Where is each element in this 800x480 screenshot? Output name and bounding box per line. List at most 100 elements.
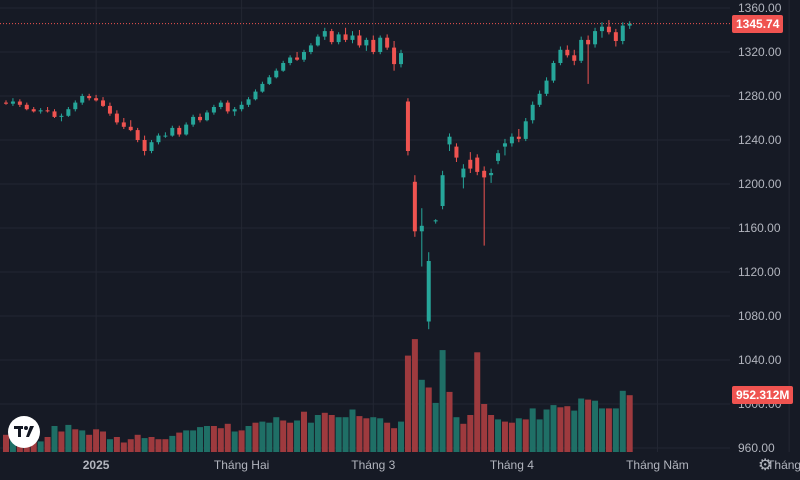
volume-bar	[571, 410, 578, 452]
volume-bar	[273, 417, 280, 452]
last-price-badge: 1345.74	[732, 14, 784, 33]
candle-body	[426, 261, 431, 322]
tradingview-logo[interactable]	[8, 416, 40, 448]
candle-body	[509, 136, 514, 144]
candle-body	[156, 135, 161, 143]
volume-bar	[363, 418, 370, 452]
gear-icon[interactable]: ⚙	[758, 457, 773, 474]
time-tick-label: Tháng Hai	[214, 458, 269, 472]
price-tick-label: 1320.00	[738, 45, 782, 59]
volume-bar	[86, 434, 93, 452]
volume-bar	[349, 409, 356, 452]
time-tick-label: Tháng 3	[351, 458, 395, 472]
volume-bar	[231, 431, 238, 452]
candle-body	[502, 143, 507, 147]
volume-bar	[106, 439, 113, 452]
candle-body	[170, 127, 175, 136]
volume-bar	[259, 421, 266, 452]
candle-body	[232, 109, 237, 112]
volume-bar	[432, 402, 439, 452]
candle-body	[225, 102, 230, 112]
volume-bar	[287, 422, 294, 452]
candle-body	[253, 91, 258, 100]
candle-body	[301, 52, 306, 60]
candle-body	[288, 57, 293, 63]
candle-body	[475, 157, 480, 172]
volume-bar	[543, 409, 550, 452]
candle-body	[24, 104, 29, 110]
candle-body	[204, 112, 209, 121]
volume-bar	[619, 390, 626, 452]
candle-body	[579, 39, 584, 61]
candle-body	[613, 32, 618, 41]
volume-bar	[197, 427, 204, 452]
volume-bar	[266, 422, 273, 452]
candle-body	[260, 83, 265, 92]
candle-body	[4, 102, 8, 104]
candle-body	[440, 175, 445, 206]
volume-bar	[252, 422, 259, 452]
candle-body	[80, 96, 85, 103]
candle-body	[523, 121, 528, 139]
candle-body	[17, 101, 22, 105]
price-tick-label: 1160.00	[738, 221, 781, 235]
candle-body	[385, 37, 390, 48]
candle-body	[31, 109, 36, 112]
candle-body	[218, 102, 223, 107]
volume-bar	[217, 428, 224, 452]
volume-bar	[79, 430, 86, 452]
time-tick-label: Tháng Năm	[626, 458, 689, 472]
candle-body	[454, 146, 459, 158]
volume-bar	[307, 422, 314, 452]
price-candles	[4, 20, 632, 330]
grid-lines	[0, 0, 790, 452]
candle-body	[378, 37, 383, 52]
price-tick-label: 1200.00	[738, 177, 782, 191]
candle-body	[586, 39, 591, 45]
volume-bar	[418, 379, 425, 452]
volume-bar	[515, 418, 522, 452]
candle-body	[371, 39, 376, 52]
candle-body	[191, 116, 196, 125]
candle-body	[405, 101, 410, 151]
volume-bars	[3, 339, 633, 452]
candle-body	[447, 136, 452, 145]
volume-bar	[210, 426, 217, 452]
candle-body	[572, 55, 577, 61]
volume-bar	[3, 434, 9, 452]
volume-bar	[474, 352, 481, 452]
candle-body	[66, 109, 71, 116]
candle-body	[329, 31, 334, 43]
volume-bar	[529, 408, 536, 452]
candle-body	[87, 96, 92, 99]
candle-body	[627, 23, 632, 26]
price-tick-label: 1240.00	[738, 133, 782, 147]
candle-body	[606, 26, 611, 33]
candle-body	[620, 25, 625, 41]
volume-bar	[550, 405, 557, 452]
candle-body	[565, 49, 570, 56]
volume-bar	[93, 429, 100, 452]
time-tick-label: 2025	[83, 458, 110, 472]
candle-body	[364, 39, 369, 46]
candle-body	[392, 47, 397, 65]
volume-bar	[321, 412, 328, 452]
volume-bar	[37, 441, 44, 452]
volume-bar	[176, 432, 183, 452]
candle-body	[10, 101, 15, 104]
candle-body	[114, 113, 119, 123]
volume-bar	[425, 387, 432, 452]
time-axis[interactable]: 2025 Tháng Hai Tháng 3 Tháng 4 Tháng Năm Thán…	[83, 458, 800, 472]
volume-bar	[183, 430, 190, 452]
price-axis[interactable]: 1360.00 1320.00 1280.00 1240.00 1200.00 1160.…	[738, 1, 782, 455]
candle-body	[537, 93, 542, 105]
volume-bar	[169, 435, 176, 452]
candle-body	[121, 122, 126, 127]
volume-bar	[335, 417, 342, 452]
candle-body	[593, 31, 598, 45]
candle-body	[59, 115, 64, 117]
volume-bar	[127, 439, 134, 452]
candle-body	[516, 136, 521, 139]
candle-body	[128, 126, 133, 131]
